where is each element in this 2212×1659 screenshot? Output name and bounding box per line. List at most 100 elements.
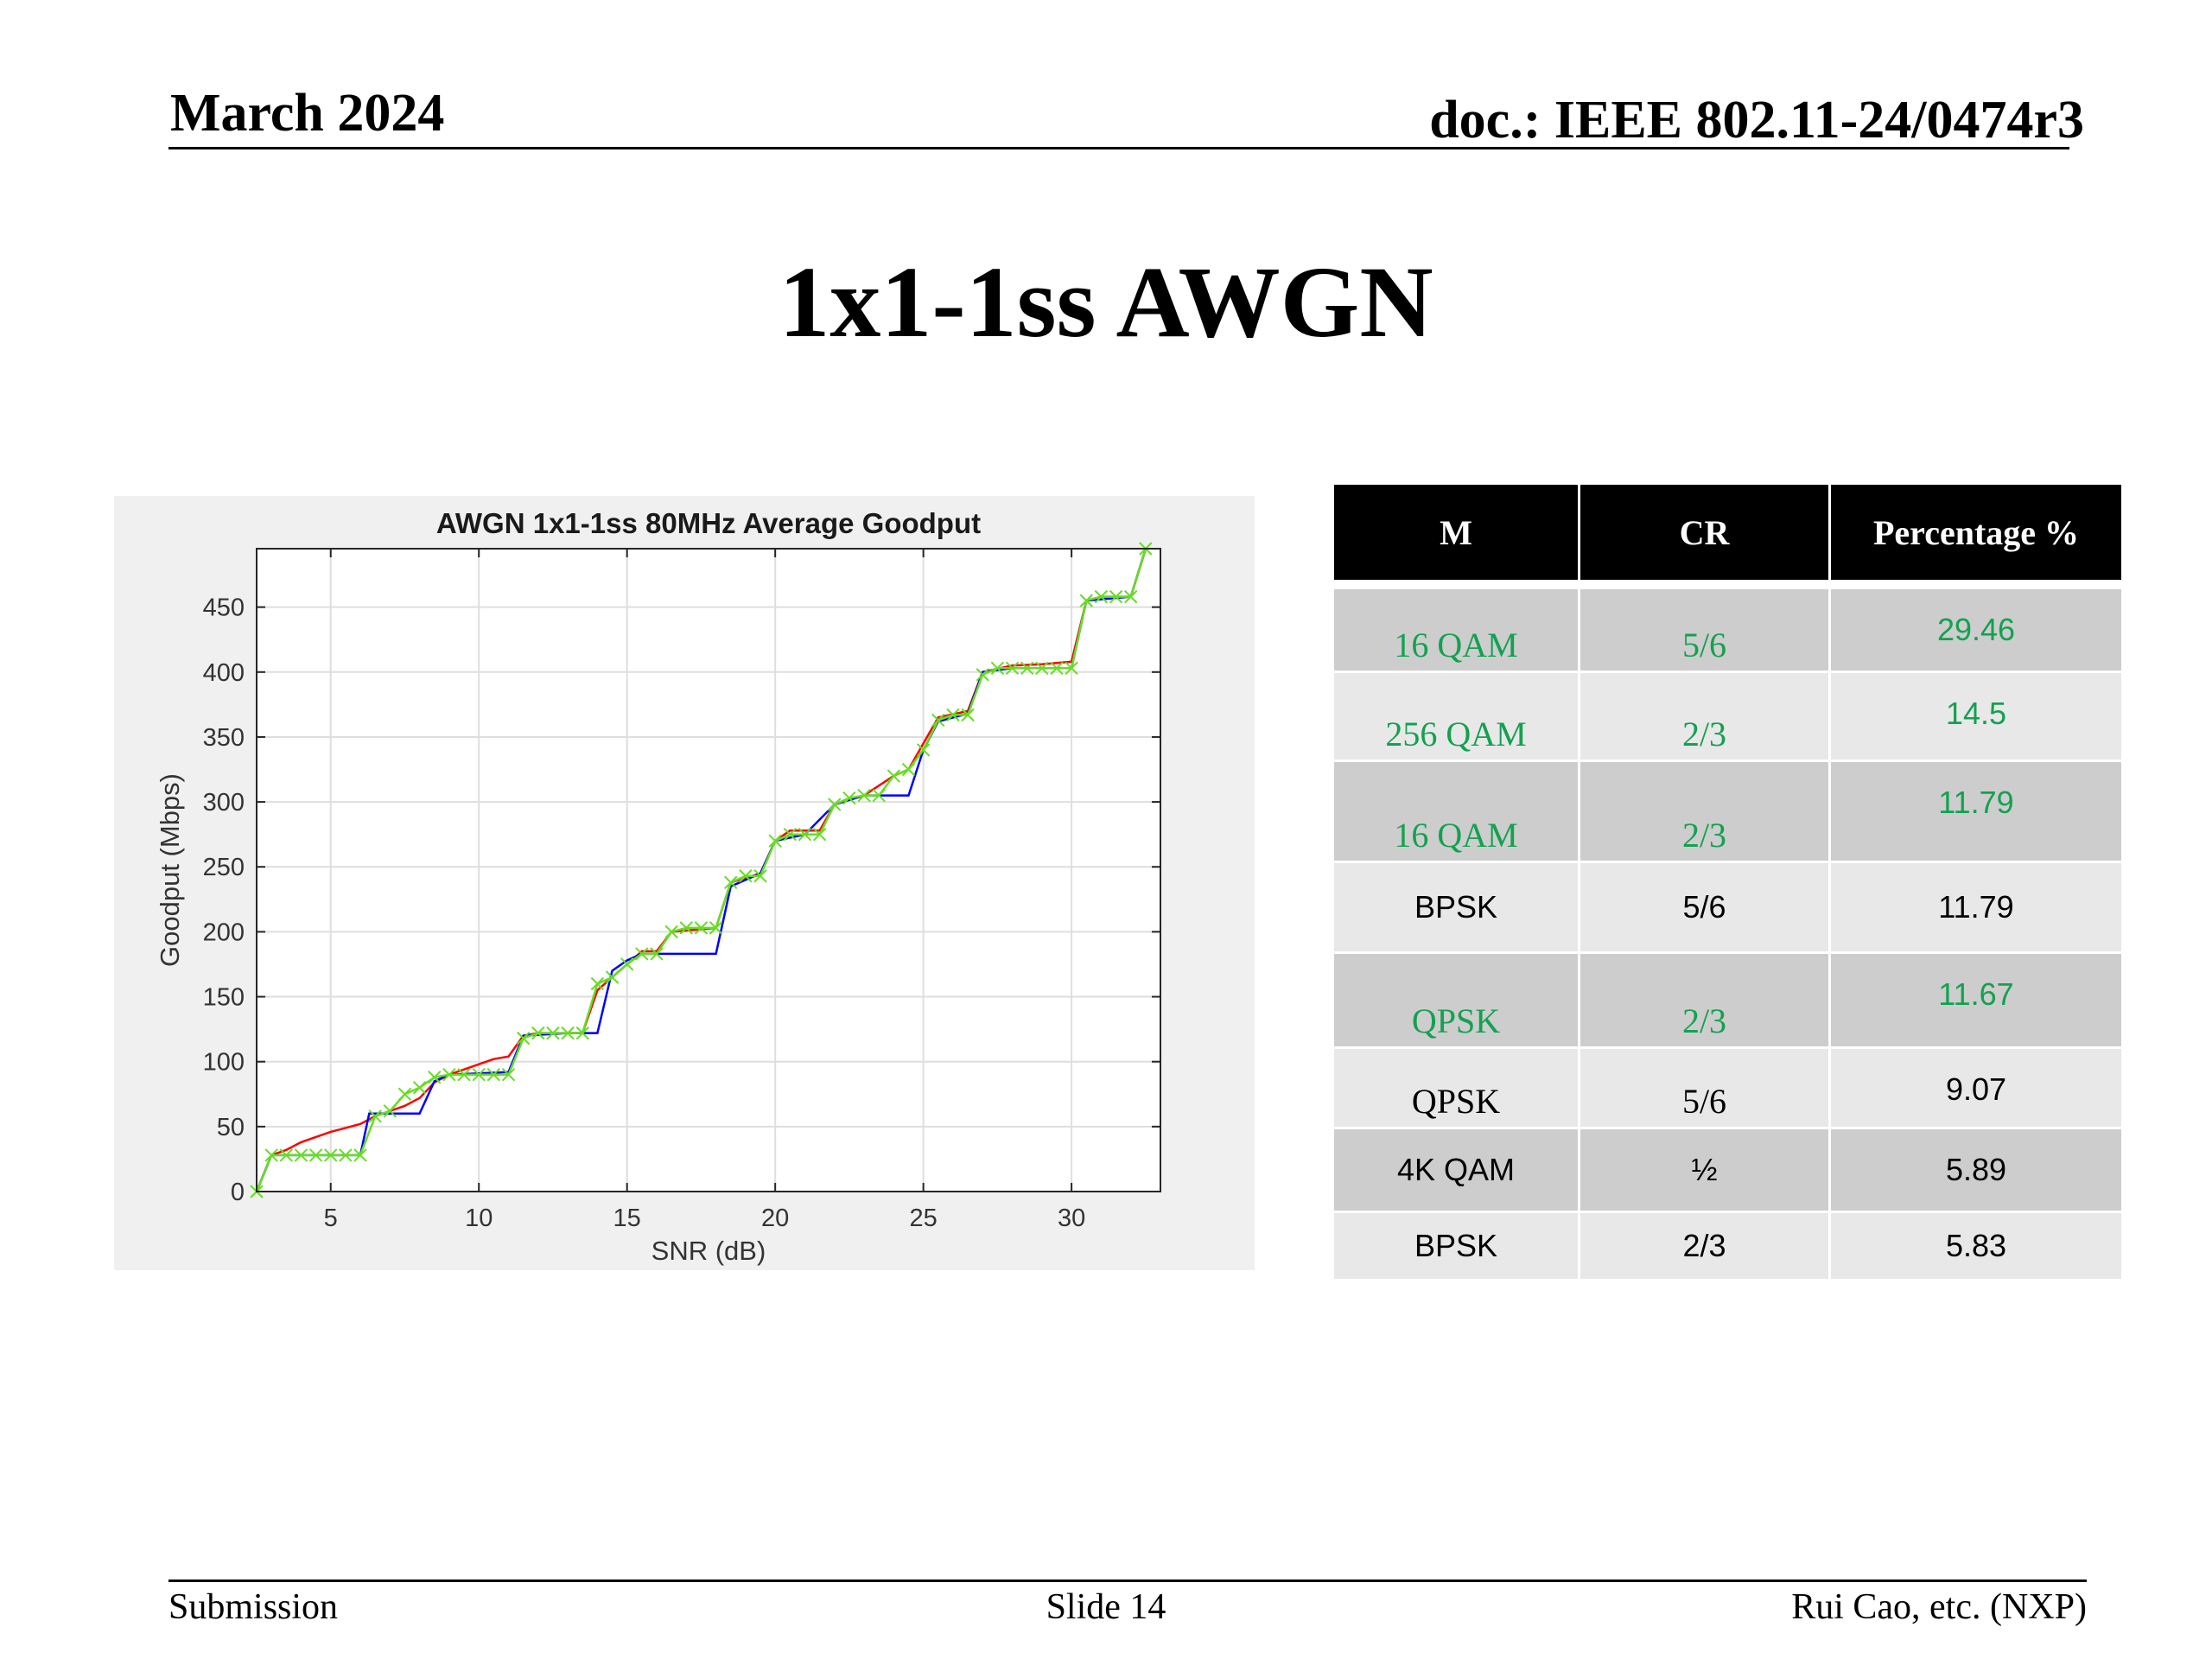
cell-m: 16 QAM [1334, 589, 1580, 673]
data-point [605, 970, 620, 984]
data-point [724, 875, 738, 889]
cell-pct: 5.89 [1831, 1129, 2121, 1213]
col-header-percentage: Percentage % [1831, 485, 2121, 582]
table-row: BPSK 2/3 5.83 [1334, 1213, 2121, 1281]
y-tick-label: 350 [203, 724, 245, 752]
data-point [590, 976, 605, 991]
header-date: March 2024 [170, 84, 445, 143]
data-point [575, 1026, 589, 1040]
x-tick-label: 25 [910, 1205, 938, 1232]
data-point [1094, 589, 1109, 604]
x-tick-label: 10 [465, 1205, 493, 1232]
cell-pct: 14.5 [1831, 673, 2121, 762]
x-axis-label: SNR (dB) [652, 1236, 766, 1266]
series-group [250, 542, 1153, 1198]
goodput-chart: 5 10 15 20 25 30 0 50 100 150 200 250 300 350 400 450 A… [114, 496, 1255, 1270]
data-point [842, 791, 856, 805]
cell-m: BPSK [1334, 863, 1580, 954]
data-point [397, 1087, 412, 1101]
slide-title: 1x1-1ss AWGN [779, 245, 1433, 359]
footer-submission: Submission [168, 1587, 339, 1627]
data-point [872, 788, 886, 803]
y-tick-label: 100 [203, 1049, 245, 1077]
header-rule [168, 147, 2069, 149]
chart-title: AWGN 1x1-1ss 80MHz Average Goodput [436, 507, 981, 539]
x-tick-label: 20 [761, 1205, 789, 1232]
data-point [916, 743, 931, 757]
header-doc-id: doc.: IEEE 802.11-24/0474r3 [1429, 91, 2084, 149]
cell-cr: 2/3 [1580, 762, 1831, 863]
plot-frame [256, 548, 1161, 1192]
data-point [353, 1148, 367, 1162]
cell-cr: 5/6 [1580, 1049, 1831, 1129]
data-point [412, 1081, 427, 1095]
data-point [294, 1148, 308, 1162]
data-point [383, 1104, 397, 1118]
cell-pct: 11.79 [1831, 863, 2121, 954]
data-point [739, 869, 753, 883]
data-point [635, 947, 649, 961]
data-point [368, 1109, 382, 1123]
data-point [931, 713, 945, 728]
y-tick-label: 300 [203, 789, 245, 817]
data-point [1065, 661, 1078, 675]
cell-cr: 5/6 [1580, 863, 1831, 954]
data-point [976, 668, 989, 682]
x-tick-label: 5 [324, 1205, 338, 1232]
table-row: 16 QAM 2/3 11.79 [1334, 762, 2121, 863]
cell-pct: 11.79 [1831, 762, 2121, 863]
col-header-cr: CR [1580, 485, 1831, 582]
data-point [857, 788, 871, 803]
data-point [783, 827, 798, 842]
footer-author: Rui Cao, etc. (NXP) [1791, 1587, 2087, 1627]
modulation-table: M CR Percentage % 16 QAM 5/6 29.46 256 Q… [1334, 485, 2121, 1281]
data-point [501, 1068, 516, 1082]
table-row: QPSK 5/6 9.07 [1334, 1049, 2121, 1129]
cell-pct: 11.67 [1831, 954, 2121, 1049]
data-point [516, 1031, 531, 1046]
data-point [546, 1026, 560, 1040]
cell-cr: 5/6 [1580, 589, 1831, 673]
data-point [664, 925, 678, 939]
cell-m: QPSK [1334, 1049, 1580, 1129]
data-point [1050, 661, 1064, 675]
data-point [1079, 594, 1093, 607]
y-tick-label: 200 [203, 918, 245, 946]
plot-area [257, 549, 1160, 1192]
data-point [946, 708, 960, 722]
data-point [561, 1026, 575, 1040]
table-row: BPSK 5/6 11.79 [1334, 863, 2121, 954]
y-tick-label: 50 [217, 1114, 245, 1141]
cell-pct: 5.83 [1831, 1213, 2121, 1281]
y-tick-label: 150 [203, 984, 245, 1012]
table-row: 16 QAM 5/6 29.46 [1334, 589, 2121, 673]
x-tick-label: 15 [613, 1205, 641, 1232]
footer-rule [168, 1580, 2087, 1582]
y-tick-label: 450 [203, 594, 245, 622]
data-point [442, 1068, 456, 1082]
cell-cr: 2/3 [1580, 954, 1831, 1049]
cell-cr: 2/3 [1580, 1213, 1831, 1281]
data-point [1123, 589, 1138, 604]
data-point [768, 834, 782, 848]
y-axis-label: Goodput (Mbps) [155, 773, 185, 967]
data-point [798, 827, 812, 842]
data-point [324, 1148, 338, 1162]
cell-m: 4K QAM [1334, 1129, 1580, 1213]
data-point [961, 708, 975, 722]
data-point [1109, 589, 1123, 604]
cell-m: 16 QAM [1334, 762, 1580, 863]
data-point [901, 762, 916, 777]
series-2 [250, 542, 1153, 1198]
data-point [1020, 661, 1034, 675]
cell-pct: 29.46 [1831, 589, 2121, 673]
y-tick-label: 400 [203, 659, 245, 687]
data-point [694, 921, 709, 935]
cell-cr: 2/3 [1580, 673, 1831, 762]
data-point [620, 957, 634, 971]
table-row: 4K QAM ½ 5.89 [1334, 1129, 2121, 1213]
data-point [279, 1148, 294, 1162]
cell-cr: ½ [1580, 1129, 1831, 1213]
col-header-m: M [1334, 485, 1580, 582]
